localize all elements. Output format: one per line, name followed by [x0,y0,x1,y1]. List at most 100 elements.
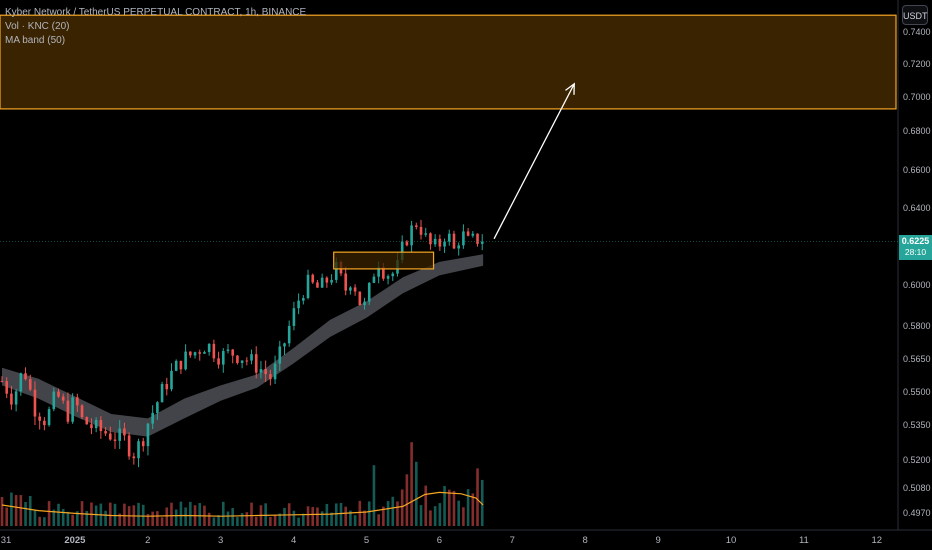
candle-body [391,273,395,277]
candle-body [400,241,404,261]
volume-bar [462,507,465,526]
ma-band [2,254,484,437]
candle-body [38,416,41,421]
candle-body [47,409,51,426]
candle-body [466,231,470,236]
price-tick-label: 0.5200 [903,455,931,465]
candle-body [386,276,390,279]
candle-body [254,354,258,373]
volume-indicator-label[interactable]: Vol · KNC (20) [5,21,70,32]
volume-bar [452,490,456,526]
candle-body [193,352,197,356]
price-tick-label: 0.7400 [903,27,931,37]
volume-bar [108,502,112,526]
candle-body [28,379,32,390]
candle-body [278,346,282,364]
volume-bar [363,510,366,526]
volume-bar [377,514,380,526]
volume-bar [250,502,253,526]
time-tick-label: 10 [726,535,737,546]
price-tick-label: 0.4970 [903,508,931,518]
candle-body [471,233,475,236]
volume-bar [43,517,46,526]
price-tick-label: 0.7000 [903,92,931,102]
volume-bar [71,514,74,526]
candle-body [76,397,79,406]
volume-bar [156,511,159,526]
price-tick-label: 0.6800 [903,126,931,136]
candle-body [165,384,169,390]
candle-body [302,298,305,301]
candle-body [419,226,423,235]
candles [0,219,484,468]
candle-body [85,417,89,425]
candle-body [457,245,460,249]
candle-body [94,420,98,429]
candle-body [203,352,206,354]
candle-body [292,308,296,326]
volume-bar [104,510,107,526]
candle-body [99,420,103,432]
volume-bar [14,495,18,526]
candle-body [367,282,371,302]
candle-countdown: 28:10 [904,246,927,257]
candle-body [476,233,479,244]
candle-body [43,420,46,426]
candle-body [0,381,4,382]
candle-body [283,343,286,347]
time-tick-label: 2025 [64,535,86,546]
target-zone [0,14,897,110]
volume-bar [5,507,9,526]
candle-body [349,287,352,291]
candle-body [156,402,159,413]
volume-bar [61,508,65,526]
candle-body [410,225,413,246]
candle-body [170,370,173,390]
candle-body [264,369,267,375]
candle-body [137,441,140,459]
symbol-title[interactable]: Kyber Network / TetherUS PERPETUAL CONTR… [5,7,307,18]
volume-bar [443,486,446,526]
projection-arrow [493,83,575,240]
candle-body [424,233,428,235]
candle-body [52,391,56,410]
candle-body [306,274,310,299]
volume-bar [236,517,239,526]
candle-body [10,393,13,405]
candle-body [316,282,319,288]
time-tick-label: 11 [799,535,809,546]
volume-bar [302,513,305,526]
price-axis [898,0,932,550]
candle-body [179,360,183,370]
candle-body [5,381,9,394]
candle-body [198,352,202,354]
candle-body [141,441,145,447]
volume-bar [433,506,437,526]
volume-bar [174,509,178,526]
volume-bar [212,517,216,526]
volume-bar [240,513,244,526]
candle-body [123,428,126,436]
ma-band-indicator-label[interactable]: MA band (50) [5,35,66,46]
price-tick-label: 0.5080 [903,483,931,493]
time-tick-label: 3 [218,535,223,546]
volume-ma-line [1,491,484,517]
volume-bar [344,506,347,526]
candle-body [132,456,136,459]
currency-button[interactable]: USDT [902,5,928,25]
volume-bar [264,503,267,526]
volume-bar [118,513,122,526]
price-tick-label: 0.6400 [903,203,931,213]
candle-body [24,373,27,380]
volume-bar [330,512,333,526]
volume-bar [457,500,460,526]
candle-body [160,384,164,403]
candle-body [66,400,70,422]
time-tick-label: 8 [583,535,588,546]
volume-bar [292,510,296,526]
volume-bar [226,511,230,526]
candle-body [358,291,362,306]
candle-body [438,238,442,247]
volume-bar [382,506,385,526]
